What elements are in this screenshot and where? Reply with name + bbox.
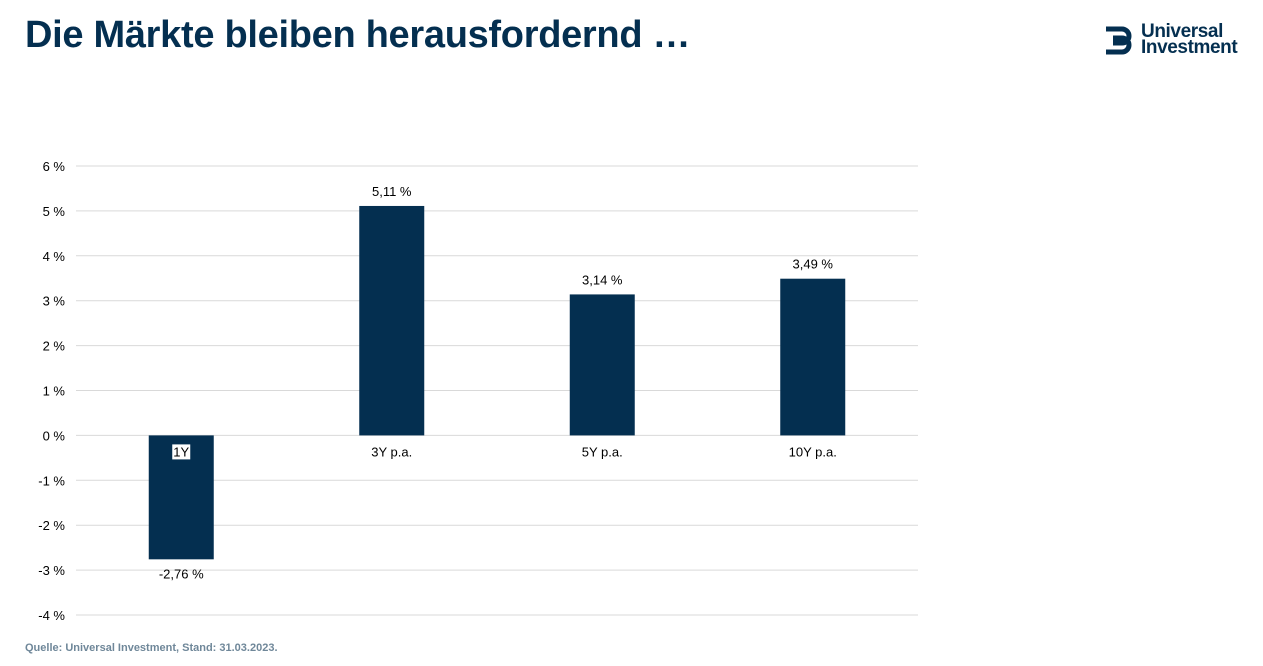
bar — [569, 294, 635, 436]
y-tick-label: 1 % — [43, 384, 66, 399]
bars — [148, 205, 846, 560]
y-tick-label: -3 % — [38, 563, 65, 578]
y-tick-label: 5 % — [43, 204, 66, 219]
data-label: 3,14 % — [582, 272, 623, 287]
gridlines — [76, 165, 918, 616]
category-label: 5Y p.a. — [582, 444, 623, 459]
category-label: 3Y p.a. — [371, 444, 412, 459]
y-tick-label: 3 % — [43, 294, 66, 309]
y-tick-label: -1 % — [38, 473, 65, 488]
category-label-bg — [172, 444, 191, 460]
y-axis-ticks: -4 % -3 % -2 % -1 % 0 % 1 % 2 % 3 % 4 % 5 % 6 % — [38, 159, 65, 623]
logo-line-2: Investment — [1141, 37, 1238, 58]
y-tick-label: 4 % — [43, 249, 66, 264]
data-label: -2,76 % — [159, 566, 204, 581]
data-labels: -2,76 % 5,11 % 3,14 % 3,49 % — [159, 184, 834, 581]
universal-investment-logo: Universal Investment — [1104, 21, 1254, 60]
page-title: Die Märkte bleiben herausfordernd … — [25, 14, 691, 56]
y-tick-label: 0 % — [43, 428, 66, 443]
source-note: Quelle: Universal Investment, Stand: 31.… — [25, 642, 278, 654]
y-tick-label: 6 % — [43, 159, 66, 174]
logo-wordmark: Universal Investment — [1141, 21, 1238, 58]
bar — [359, 205, 425, 436]
category-labels: 1Y 3Y p.a. 5Y p.a. 10Y p.a. — [172, 444, 837, 460]
logo-icon — [1106, 26, 1132, 55]
category-label: 10Y p.a. — [789, 444, 837, 459]
logo-line-1: Universal — [1141, 21, 1223, 42]
category-label: 1Y — [173, 444, 189, 459]
y-tick-label: -2 % — [38, 518, 65, 533]
data-label: 3,49 % — [793, 257, 834, 272]
logo-mark — [1106, 26, 1132, 55]
y-tick-label: -4 % — [38, 608, 65, 623]
y-tick-label: 2 % — [43, 339, 66, 354]
bar — [780, 278, 846, 436]
data-label: 5,11 % — [372, 184, 412, 199]
